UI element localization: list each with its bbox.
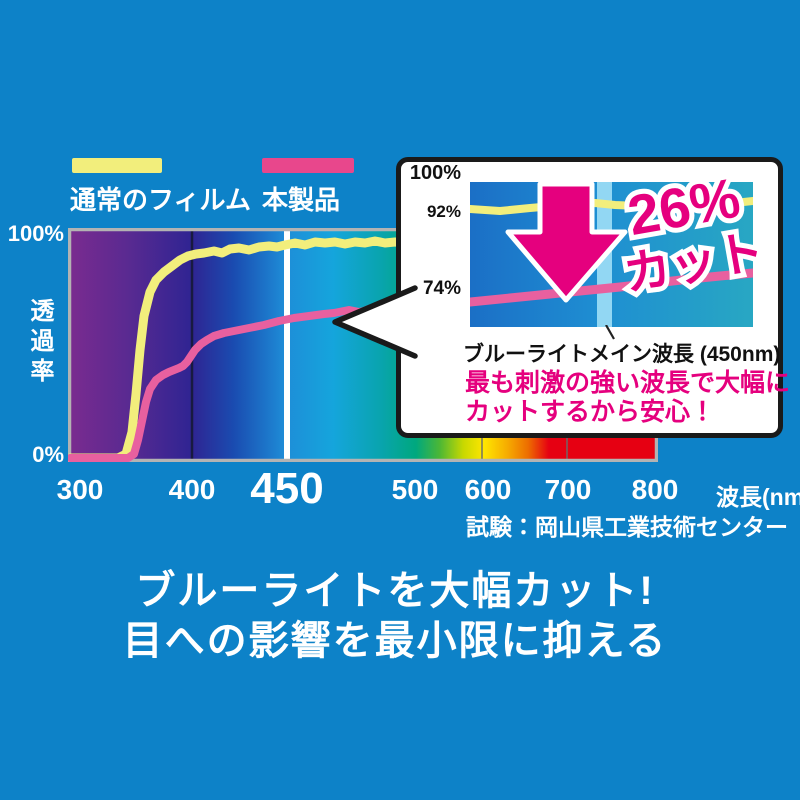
callout-box: 100% 92% 74% 26% カット ブルーライトメイン波長 (450nm)…: [332, 157, 790, 438]
callout-note-line1: 最も刺激の強い波長で大幅に: [465, 369, 791, 397]
legend-swatch-normal-film: [72, 158, 162, 173]
caption-leader-line: [605, 325, 615, 340]
x-axis-unit-label: 波長(nm): [716, 484, 800, 510]
x-tick-800: 800: [631, 474, 679, 505]
x-tick-500: 500: [391, 474, 439, 505]
y-axis-min-label: 0%: [32, 442, 64, 467]
legend-swatch-product: [262, 158, 354, 173]
cut-down-arrow-icon: [505, 182, 628, 303]
x-tick-700: 700: [544, 474, 592, 505]
callout-note-line2: カットするから安心！: [465, 398, 716, 426]
x-tick-450: 450: [250, 464, 324, 513]
x-tick-600: 600: [464, 474, 512, 505]
test-source-note: 試験：岡山県工業技術センター: [466, 514, 788, 540]
callout-tail: [332, 285, 418, 359]
y-axis-max-label: 100%: [7, 221, 64, 246]
headline: ブルーライトを大幅カット! 目への影響を最小限に抑える: [0, 566, 790, 666]
mini-curve-normal-film: [470, 197, 753, 215]
callout-mini-chart: [470, 182, 753, 327]
callout-caption: ブルーライトメイン波長 (450nm): [463, 343, 781, 366]
headline-line1: ブルーライトを大幅カット!: [135, 569, 655, 613]
y-axis-title: 透過率: [26, 298, 53, 388]
mini-curve-product: [470, 268, 753, 307]
curve-normal-film: [68, 235, 440, 462]
marker-line-450nm: [284, 228, 290, 462]
legend-label-product: 本製品: [262, 185, 341, 215]
callout-label-92: 92%: [426, 202, 461, 221]
x-tick-400: 400: [168, 474, 216, 505]
headline-line2: 目への影響を最小限に抑える: [122, 619, 668, 663]
legend-label-normal-film: 通常のフィルム: [70, 185, 251, 215]
callout-label-100: 100%: [409, 162, 461, 184]
x-tick-300: 300: [56, 474, 104, 505]
callout-label-74: 74%: [422, 278, 461, 299]
cut-percent-badge: 26% カット: [615, 160, 773, 305]
